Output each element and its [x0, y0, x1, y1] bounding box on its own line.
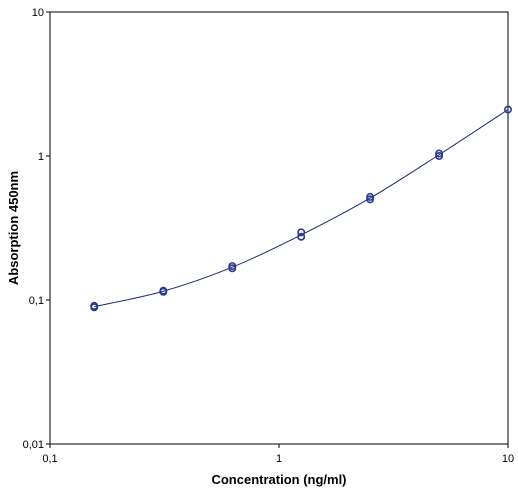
y-tick-label: 0,1: [29, 295, 44, 307]
fit-curve: [94, 109, 509, 308]
data-points: [90, 105, 512, 312]
y-axis-ticks: 0,01 0,1 1 10: [23, 7, 50, 451]
y-tick-label: 1: [38, 151, 44, 163]
y-axis-title: Absorption 450nm: [6, 171, 21, 285]
y-tick-label: 10: [32, 7, 44, 19]
x-tick-label: 0,1: [42, 453, 57, 465]
x-axis-ticks: 0,1 1 10: [42, 444, 514, 465]
data-point: [297, 232, 306, 241]
data-point: [366, 192, 375, 201]
x-tick-label: 1: [276, 453, 282, 465]
y-tick-label: 0,01: [23, 439, 44, 451]
x-axis-title: Concentration (ng/ml): [211, 472, 346, 487]
x-tick-label: 10: [502, 453, 514, 465]
data-point: [435, 152, 444, 161]
plot-frame: [49, 11, 509, 445]
data-point: [297, 228, 306, 237]
data-point: [90, 301, 99, 310]
data-point: [159, 286, 168, 295]
data-point: [366, 195, 375, 204]
data-point: [228, 262, 237, 271]
data-point: [435, 149, 444, 158]
data-point: [503, 105, 512, 114]
